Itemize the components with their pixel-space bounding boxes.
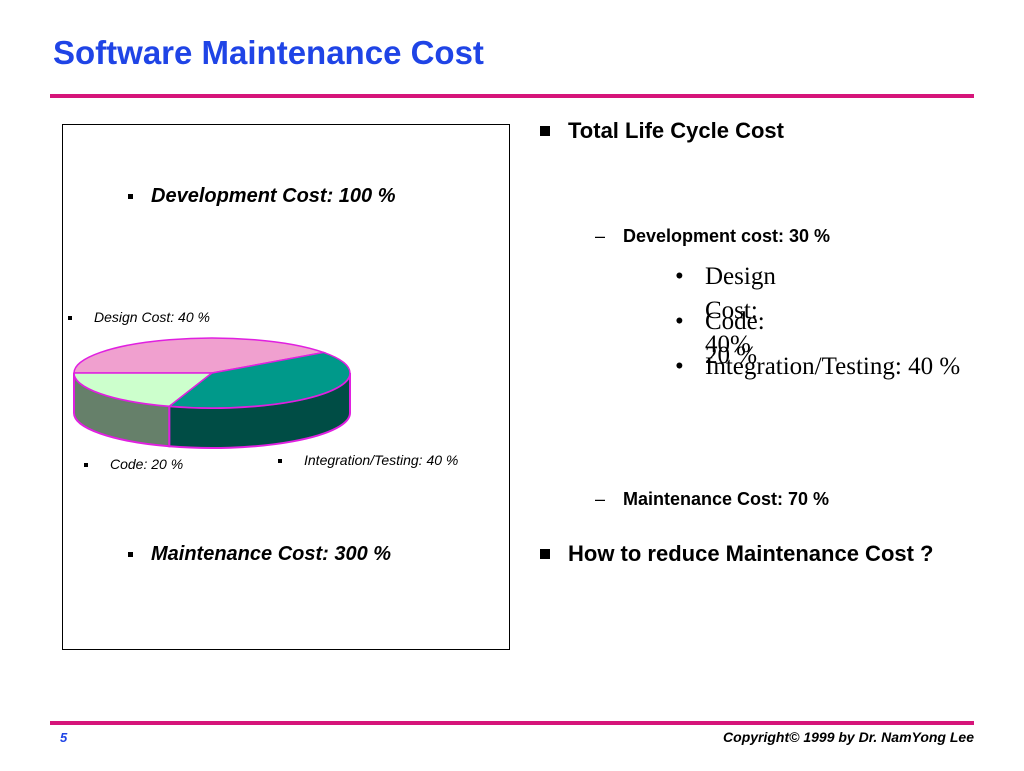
pie-slice-code (73, 372, 215, 408)
bullet-integration: • Integration/Testing: 40 % (675, 350, 965, 384)
dash-bullet-icon: – (595, 226, 606, 246)
bullet-design-cost: • Design Cost: 40% (675, 260, 776, 362)
pie-slice-integration (167, 351, 351, 409)
page-number: 5 (60, 730, 68, 745)
bullet-code: • Code: 20 % (675, 305, 765, 373)
square-bullet-icon (128, 552, 133, 558)
development-cost-label: Development Cost: 100 % (128, 185, 396, 208)
slide-title: Software Maintenance Cost (53, 34, 484, 71)
tick-label-code: Code: 20 % (110, 456, 184, 472)
tick-label-integration: Integration/Testing: 40 % (304, 452, 459, 468)
pie-chart (73, 337, 351, 449)
square-bullet-icon (278, 459, 282, 464)
square-bullet-icon (540, 549, 550, 559)
bullet-how-to-reduce: How to reduce Maintenance Cost ? (540, 541, 948, 567)
bullet-development-cost: – Development cost: 30 % (595, 226, 831, 246)
copyright-text: Copyright© 1999 by Dr. NamYong Lee (723, 729, 974, 745)
square-bullet-icon (84, 463, 88, 468)
legend-integration: Integration/Testing: 40 % (278, 452, 458, 468)
square-bullet-icon (68, 316, 72, 321)
maintenance-cost-label: Maintenance Cost: 300 % (128, 543, 391, 566)
dot-bullet-icon: • (675, 263, 684, 290)
bullet-maintenance-cost: – Maintenance Cost: 70 % (595, 489, 830, 509)
square-bullet-icon (128, 194, 133, 200)
bullet-total-life-cycle: Total Life Cycle Cost (540, 118, 784, 144)
dot-bullet-icon: • (675, 353, 684, 380)
square-bullet-icon (540, 126, 550, 136)
legend-design-cost: Design Cost: 40 % (68, 309, 210, 325)
tick-label-design: Design Cost: 40 % (94, 309, 210, 325)
dash-bullet-icon: – (595, 489, 606, 509)
title-rule (50, 94, 974, 98)
dot-bullet-icon: • (675, 308, 684, 335)
legend-code: Code: 20 % (84, 456, 183, 472)
footer-rule (50, 721, 974, 725)
chart-panel (62, 124, 510, 650)
pie-slice-design (73, 337, 327, 374)
